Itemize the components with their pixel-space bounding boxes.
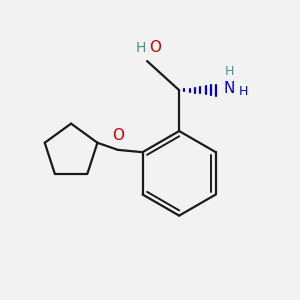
Text: N: N [224, 81, 235, 96]
Text: O: O [149, 40, 161, 55]
Text: H: H [225, 65, 234, 78]
Text: H: H [135, 40, 146, 55]
Text: H: H [238, 85, 248, 98]
Text: O: O [112, 128, 124, 142]
